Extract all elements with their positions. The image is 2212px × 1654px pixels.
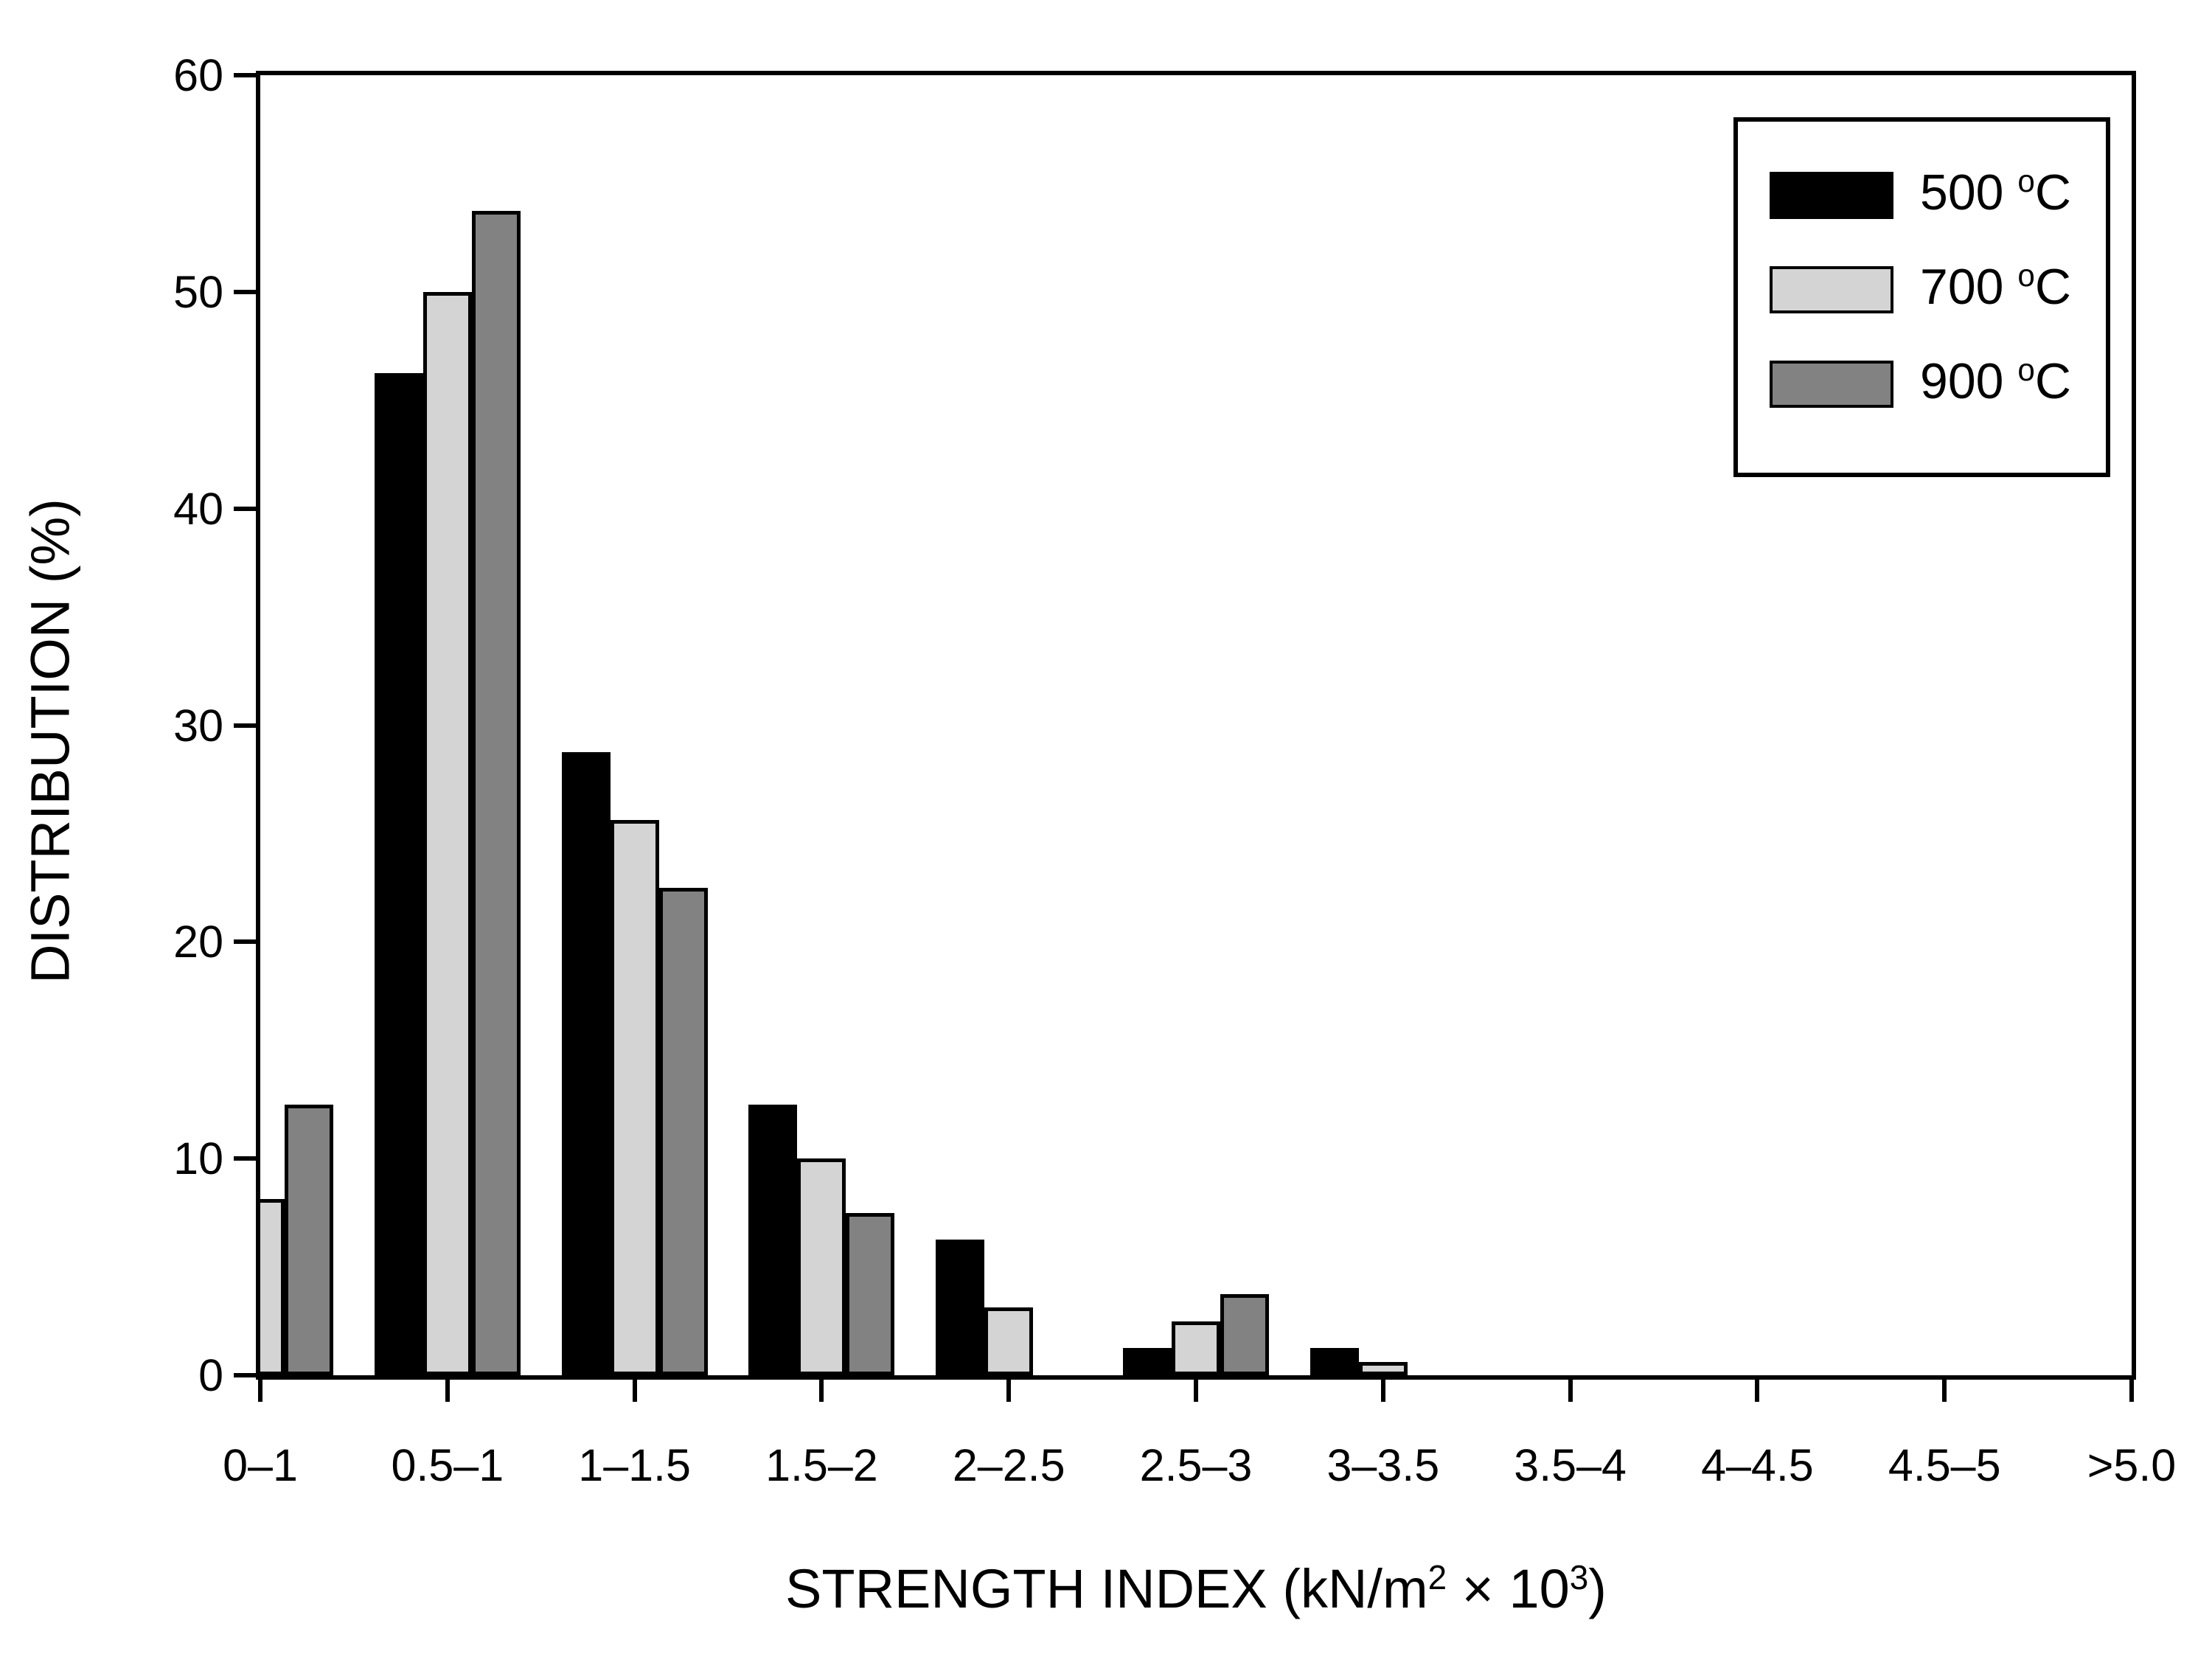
y-tick-label: 60 [173, 50, 223, 100]
legend-row: 900 oC [1770, 352, 2106, 411]
label-text: ) [1588, 1558, 1607, 1619]
y-tick-label: 40 [173, 483, 223, 534]
label-text: C [2034, 258, 2071, 315]
y-tick-label: 50 [173, 266, 223, 317]
y-tick-label: 30 [173, 700, 223, 751]
label-text: 900 [1920, 352, 2018, 409]
y-tick-mark [234, 939, 256, 945]
label-text: C [2034, 164, 2071, 220]
y-tick-label: 0 [198, 1350, 223, 1400]
y-tick-mark [234, 289, 256, 294]
x-tick-label: 0.5–1 [391, 1440, 504, 1490]
legend-label: 700 oC [1920, 258, 2071, 317]
x-tick-mark [1942, 1380, 1947, 1402]
x-tick-label: 1–1.5 [578, 1440, 691, 1490]
bar [1310, 1348, 1359, 1375]
bar [1220, 1294, 1269, 1375]
x-tick-label: 0–1 [223, 1440, 298, 1490]
legend: 500 oC 700 oC 900 oC [1733, 117, 2110, 477]
bar [374, 373, 423, 1375]
x-tick-label: 3–3.5 [1326, 1440, 1440, 1490]
legend-row: 700 oC [1770, 258, 2106, 313]
y-tick-mark [234, 723, 256, 728]
x-tick-mark [2129, 1380, 2134, 1402]
bar [1172, 1321, 1220, 1375]
bar [797, 1158, 846, 1375]
bar [1358, 1362, 1408, 1375]
legend-swatch [1770, 361, 1893, 408]
x-tick-mark [1006, 1380, 1012, 1402]
x-tick-label: 2–2.5 [952, 1440, 1065, 1490]
y-tick-mark [234, 73, 256, 77]
y-tick-label: 10 [173, 1133, 223, 1184]
label-text: 500 [1920, 164, 2018, 220]
superscript-text: o [2017, 164, 2035, 199]
superscript-text: 3 [1569, 1557, 1589, 1596]
x-tick-label: 4.5–5 [1888, 1440, 2001, 1490]
x-axis-title: STRENGTH INDEX (kN/m2 × 103) [256, 1557, 2136, 1620]
superscript-text: o [2017, 258, 2035, 293]
bar [936, 1240, 985, 1375]
bar [1123, 1348, 1172, 1375]
bar [422, 292, 472, 1375]
legend-row: 500 oC [1770, 164, 2106, 219]
x-tick-mark [258, 1380, 262, 1402]
label-text: C [2034, 352, 2071, 409]
x-tick-label: 4–4.5 [1701, 1440, 1814, 1490]
y-tick-mark [234, 1156, 256, 1161]
x-tick-label: 3.5–4 [1514, 1440, 1627, 1490]
bar [610, 820, 659, 1375]
x-tick-mark [819, 1380, 824, 1402]
bar [748, 1105, 798, 1375]
x-tick-mark [632, 1380, 637, 1402]
bar [846, 1213, 895, 1375]
label-text: × 10 [1447, 1558, 1570, 1619]
legend-label: 500 oC [1920, 164, 2071, 223]
superscript-text: o [2017, 352, 2035, 388]
label-text: 700 [1920, 258, 2018, 315]
bar [561, 752, 611, 1375]
legend-swatch [1770, 172, 1893, 219]
bar [471, 211, 521, 1375]
x-tick-label: 1.5–2 [765, 1440, 878, 1490]
label-text: STRENGTH INDEX (kN/m [785, 1558, 1428, 1619]
bar [260, 1199, 285, 1375]
superscript-text: 2 [1427, 1557, 1447, 1596]
x-tick-mark [445, 1380, 450, 1402]
x-tick-mark [1194, 1380, 1198, 1402]
bar [285, 1105, 333, 1375]
x-tick-label: 2.5–3 [1139, 1440, 1253, 1490]
bar [658, 888, 708, 1375]
x-tick-label: >5.0 [2087, 1440, 2177, 1490]
y-tick-mark [234, 506, 256, 511]
bar [984, 1307, 1034, 1375]
x-tick-mark [1755, 1380, 1760, 1402]
legend-label: 900 oC [1920, 352, 2071, 411]
y-tick-mark [234, 1373, 256, 1377]
x-tick-mark [1380, 1380, 1385, 1402]
x-tick-mark [1568, 1380, 1573, 1402]
legend-swatch [1770, 266, 1893, 313]
y-tick-label: 20 [173, 917, 223, 967]
